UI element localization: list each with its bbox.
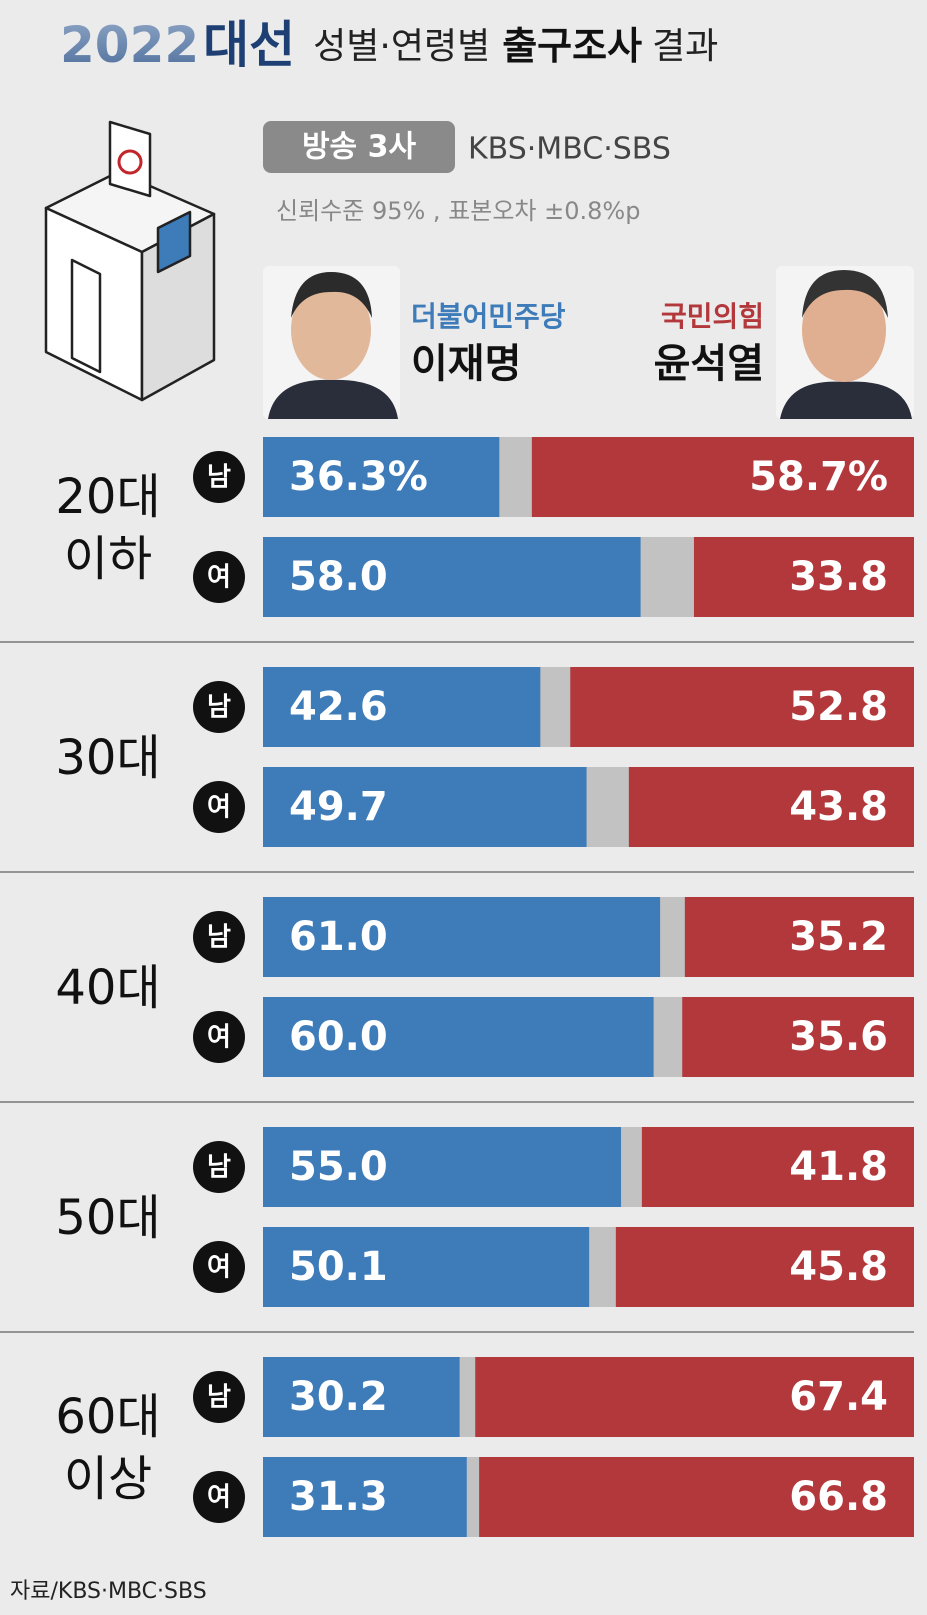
title-bold: 출구조사 <box>502 24 642 68</box>
y-tick-label: 여 <box>207 1483 231 1513</box>
group-label: 이하 <box>64 531 152 587</box>
y-tick-label: 여 <box>207 1023 231 1053</box>
title-year: 2022 <box>60 16 199 74</box>
party-right: 국민의힘 <box>661 300 764 333</box>
title-sub: 성별·연령별 <box>313 26 490 67</box>
value-label: 60.0 <box>289 1014 388 1060</box>
y-tick-label: 남 <box>207 1383 231 1413</box>
bar <box>263 767 587 847</box>
group-label: 이상 <box>64 1451 152 1507</box>
legend-left: 이재명 <box>411 341 521 387</box>
category-badge <box>193 781 245 833</box>
category-badge <box>193 1471 245 1523</box>
category-badge <box>193 1011 245 1063</box>
y-tick-label: 남 <box>207 923 231 953</box>
title: 2022대선 성별·연령별 출구조사 결과 <box>60 16 718 74</box>
group-label: 50대 <box>55 1190 160 1246</box>
bar <box>263 1127 622 1207</box>
note: 신뢰수준 95% , 표본오차 ±0.8%p <box>276 197 640 225</box>
value-label: 52.8 <box>789 684 888 730</box>
bar <box>684 897 914 977</box>
bar <box>615 1227 914 1307</box>
bar <box>263 997 654 1077</box>
title-main: 대선 <box>203 16 295 74</box>
category-badge <box>193 1371 245 1423</box>
category-badge <box>193 451 245 503</box>
bar <box>263 1357 460 1437</box>
value-label: 42.6 <box>289 684 388 730</box>
y-tick-label: 남 <box>207 1153 231 1183</box>
y-tick-label: 여 <box>207 563 231 593</box>
broadcasters: KBS·MBC·SBS <box>468 132 671 167</box>
value-label: 55.0 <box>289 1144 388 1190</box>
bar <box>263 667 541 747</box>
value-label: 43.8 <box>789 784 888 830</box>
group-label: 30대 <box>55 730 160 786</box>
category-badge <box>193 911 245 963</box>
bar <box>641 1127 914 1207</box>
y-tick-label: 남 <box>207 463 231 493</box>
bar <box>682 997 914 1077</box>
bar <box>263 1457 467 1537</box>
value-label: 36.3% <box>289 454 428 500</box>
value-label: 30.2 <box>289 1374 388 1420</box>
bar <box>570 667 914 747</box>
badge-bg <box>263 121 455 173</box>
value-label: 35.6 <box>789 1014 888 1060</box>
value-label: 45.8 <box>789 1244 888 1290</box>
category-badge <box>193 681 245 733</box>
bar <box>475 1357 914 1437</box>
party-left: 더불어민주당 <box>411 300 566 333</box>
group-label: 40대 <box>55 960 160 1016</box>
value-label: 50.1 <box>289 1244 388 1290</box>
y-tick-label: 여 <box>207 1253 231 1283</box>
value-label: 31.3 <box>289 1474 388 1520</box>
y-tick-label: 여 <box>207 793 231 823</box>
source: 자료/KBS·MBC·SBS <box>10 1579 207 1604</box>
value-label: 35.2 <box>789 914 888 960</box>
ballot-box-icon <box>44 120 216 402</box>
category-badge <box>193 551 245 603</box>
value-label: 61.0 <box>289 914 388 960</box>
group-label: 20대 <box>55 469 160 525</box>
value-label: 67.4 <box>789 1374 888 1420</box>
group-label: 60대 <box>55 1389 160 1445</box>
title-sub: 결과 <box>652 26 718 67</box>
category-badge <box>193 1141 245 1193</box>
bar <box>531 437 914 517</box>
bar <box>263 437 500 517</box>
category-badge <box>193 1241 245 1293</box>
value-label: 41.8 <box>789 1144 888 1190</box>
badge: 방송 3사 <box>302 130 417 165</box>
value-label: 66.8 <box>789 1474 888 1520</box>
value-label: 49.7 <box>289 784 388 830</box>
y-tick-label: 남 <box>207 693 231 723</box>
legend-right: 윤석열 <box>654 341 764 387</box>
value-label: 58.0 <box>289 554 388 600</box>
value-label: 58.7% <box>749 454 888 500</box>
photo-right <box>776 266 914 419</box>
value-label: 33.8 <box>789 554 888 600</box>
bar <box>263 1227 590 1307</box>
bar <box>263 537 641 617</box>
bar <box>693 537 914 617</box>
photo-left <box>263 266 400 419</box>
bar <box>628 767 914 847</box>
bar <box>263 897 661 977</box>
bar <box>479 1457 914 1537</box>
